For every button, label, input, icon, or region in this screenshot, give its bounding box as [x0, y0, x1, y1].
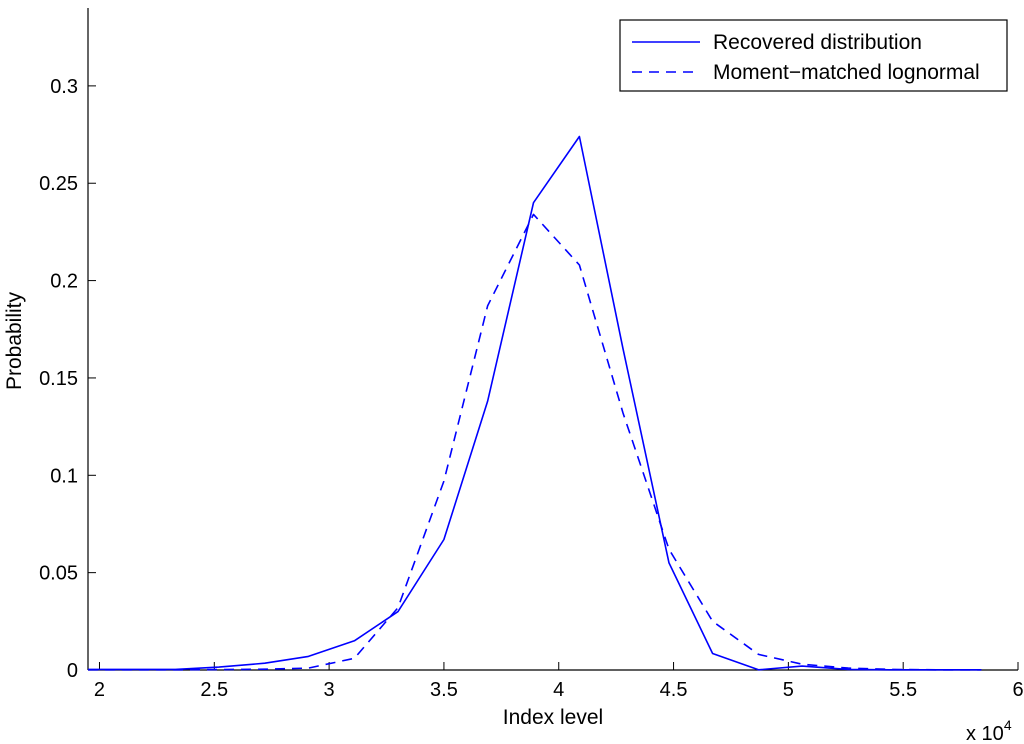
x-axis-multiplier: x 104	[966, 717, 1012, 744]
x-axis-multiplier-exponent: 4	[1004, 717, 1012, 733]
axis-ticks: 2 2.5 3 3.5 4 4.5 5 5.5 6 0 0.05 0.1 0.15 0.2 0.25 0.3	[39, 76, 1024, 701]
x-tick-label: 4	[553, 679, 564, 701]
x-tick-label: 3.5	[430, 679, 458, 701]
y-tick-label: 0.05	[39, 563, 78, 585]
y-tick-label: 0	[67, 660, 78, 682]
plot-frame	[87, 8, 1018, 671]
x-tick-label: 5.5	[889, 679, 917, 701]
legend-box	[619, 19, 1008, 92]
y-tick-label: 0.15	[39, 368, 78, 390]
y-tick-label: 0.2	[50, 271, 78, 293]
y-axis-label: Probability	[3, 291, 26, 390]
y-tick-label: 0.1	[50, 465, 78, 487]
x-tick-label: 4.5	[660, 679, 688, 701]
y-tick-label: 0.3	[50, 76, 78, 98]
x-tick-label: 2	[94, 679, 105, 701]
series-line-lognormal	[88, 213, 982, 671]
legend-label-recovered: Recovered distribution	[713, 31, 922, 54]
x-tick-label: 5	[783, 679, 794, 701]
series-line-recovered	[88, 135, 982, 671]
x-axis-label: Index level	[503, 706, 603, 729]
x-tick-label: 6	[1012, 679, 1023, 701]
x-tick-label: 2.5	[200, 679, 228, 701]
x-axis-multiplier-base: x 10	[966, 723, 1004, 744]
y-tick-label: 0.25	[39, 173, 78, 195]
legend-label-lognormal: Moment−matched lognormal	[713, 61, 980, 84]
legend: Recovered distribution Moment−matched lo…	[619, 19, 1008, 92]
series-layer	[88, 135, 982, 671]
x-tick-label: 3	[324, 679, 335, 701]
